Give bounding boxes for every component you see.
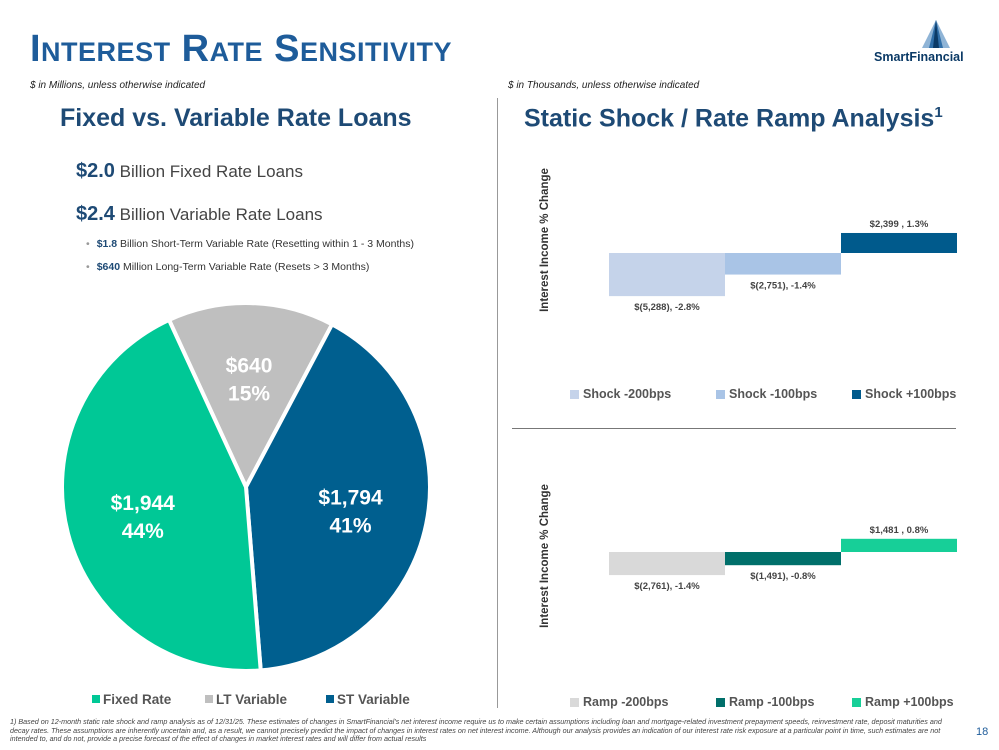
bar-shock-200bps [609,253,725,297]
bar-shock-100bps [725,253,841,275]
left-unit-note: $ in Millions, unless otherwise indicate… [30,80,206,91]
bullet-text: Billion Short-Term Variable Rate (Resett… [120,238,414,250]
horizontal-divider [512,428,956,429]
y-axis-label: Interest Income % Change [539,484,551,628]
page-title: Interest Rate Sensitivity [30,28,452,70]
ramp-bar-chart: Interest Income % Change $(2,761), -1.4% $… [539,484,957,709]
vertical-divider [497,98,498,708]
pie-value-label-fixed-rate: $1,944 [111,492,176,515]
bar-ramp-200bps [609,552,725,576]
variable-rate-value: $2.4 [76,203,115,225]
legend-label-fixed-rate: Fixed Rate [103,692,172,707]
pie-percent-label-fixed-rate: 44% [122,520,164,543]
bullet-text: Million Long-Term Variable Rate (Resets … [122,261,370,273]
variable-rate-summary: $2.4 Billion Variable Rate Loans [76,203,323,226]
pie-value-label-lt-variable: $640 [226,355,273,378]
legend-swatch-ramp-100bps [716,698,725,707]
legend-label-shock-100bps: Shock -100bps [729,387,817,401]
legend-label-shock-100bps: Shock +100bps [865,387,956,401]
left-section-heading: Fixed vs. Variable Rate Loans [60,104,412,132]
data-label-shock-100bps: $2,399 , 1.3% [870,219,929,230]
footnote: 1) Based on 12-month static rate shock a… [10,717,942,744]
pie-slice-fixed-rate [60,317,263,673]
data-label-shock-100bps: $(2,751), -1.4% [750,281,816,292]
bullet-value: $640 [96,261,121,273]
legend-label-shock-200bps: Shock -200bps [583,387,671,401]
data-label-shock-200bps: $(5,288), -2.8% [634,302,700,313]
logo-text: SmartFinancial [874,50,964,64]
legend-swatch-shock-200bps [570,390,579,399]
pie-slice-lt-variable [166,301,335,492]
legend-label-ramp-100bps: Ramp +100bps [865,695,954,709]
smartfinancial-logo-icon [922,20,950,48]
bullet-value: $1.8 [96,238,118,250]
page-number: 18 [976,726,989,738]
legend-swatch-fixed-rate [92,695,100,703]
fixed-rate-summary: $2.0 Billion Fixed Rate Loans [76,160,303,183]
data-label-ramp-200bps: $(2,761), -1.4% [634,581,700,592]
legend-swatch-shock-100bps [852,390,861,399]
y-axis-label: Interest Income % Change [539,168,551,312]
data-label-ramp-100bps: $(1,491), -0.8% [750,571,816,582]
bullet-long-term: • $640 Million Long-Term Variable Rate (R… [86,261,369,273]
legend-label-ramp-100bps: Ramp -100bps [729,695,814,709]
footnote-marker: 1 [934,104,943,121]
pie-value-label-st-variable: $1,794 [318,487,383,510]
shock-bar-chart: Interest Income % Change $(5,288), -2.8% $… [539,168,957,401]
bar-ramp-100bps [725,552,841,566]
bullet-dot-icon: • [86,238,90,250]
right-unit-note: $ in Thousands, unless otherwise indicat… [508,80,700,91]
legend-label-ramp-200bps: Ramp -200bps [583,695,668,709]
fixed-rate-text: Billion Fixed Rate Loans [119,162,303,181]
bar-shock-100bps [841,232,957,253]
legend-swatch-ramp-100bps [852,698,861,707]
right-section-heading: Static Shock / Rate Ramp Analysis1 [524,104,943,133]
pie-percent-label-st-variable: 41% [330,515,372,538]
legend-swatch-shock-100bps [716,390,725,399]
fixed-rate-value: $2.0 [76,160,115,182]
legend-label-lt-variable: LT Variable [216,692,288,707]
bullet-short-term: • $1.8 Billion Short-Term Variable Rate (… [86,238,414,250]
variable-rate-text: Billion Variable Rate Loans [119,205,323,224]
legend-swatch-ramp-200bps [570,698,579,707]
legend-swatch-lt-variable [205,695,213,703]
right-heading-text: Static Shock / Rate Ramp Analysis [524,104,935,133]
loan-mix-pie-chart: $640 15% $1,794 41% $1,944 44% Fixed Rate LT Va… [60,301,432,707]
legend-label-st-variable: ST Variable [337,692,410,707]
data-label-ramp-100bps: $1,481 , 0.8% [870,525,929,536]
pie-percent-label-lt-variable: 15% [228,383,270,406]
pie-slice-st-variable [243,321,432,673]
bar-ramp-100bps [841,538,957,552]
legend-swatch-st-variable [326,695,334,703]
bullet-dot-icon: • [86,261,90,273]
